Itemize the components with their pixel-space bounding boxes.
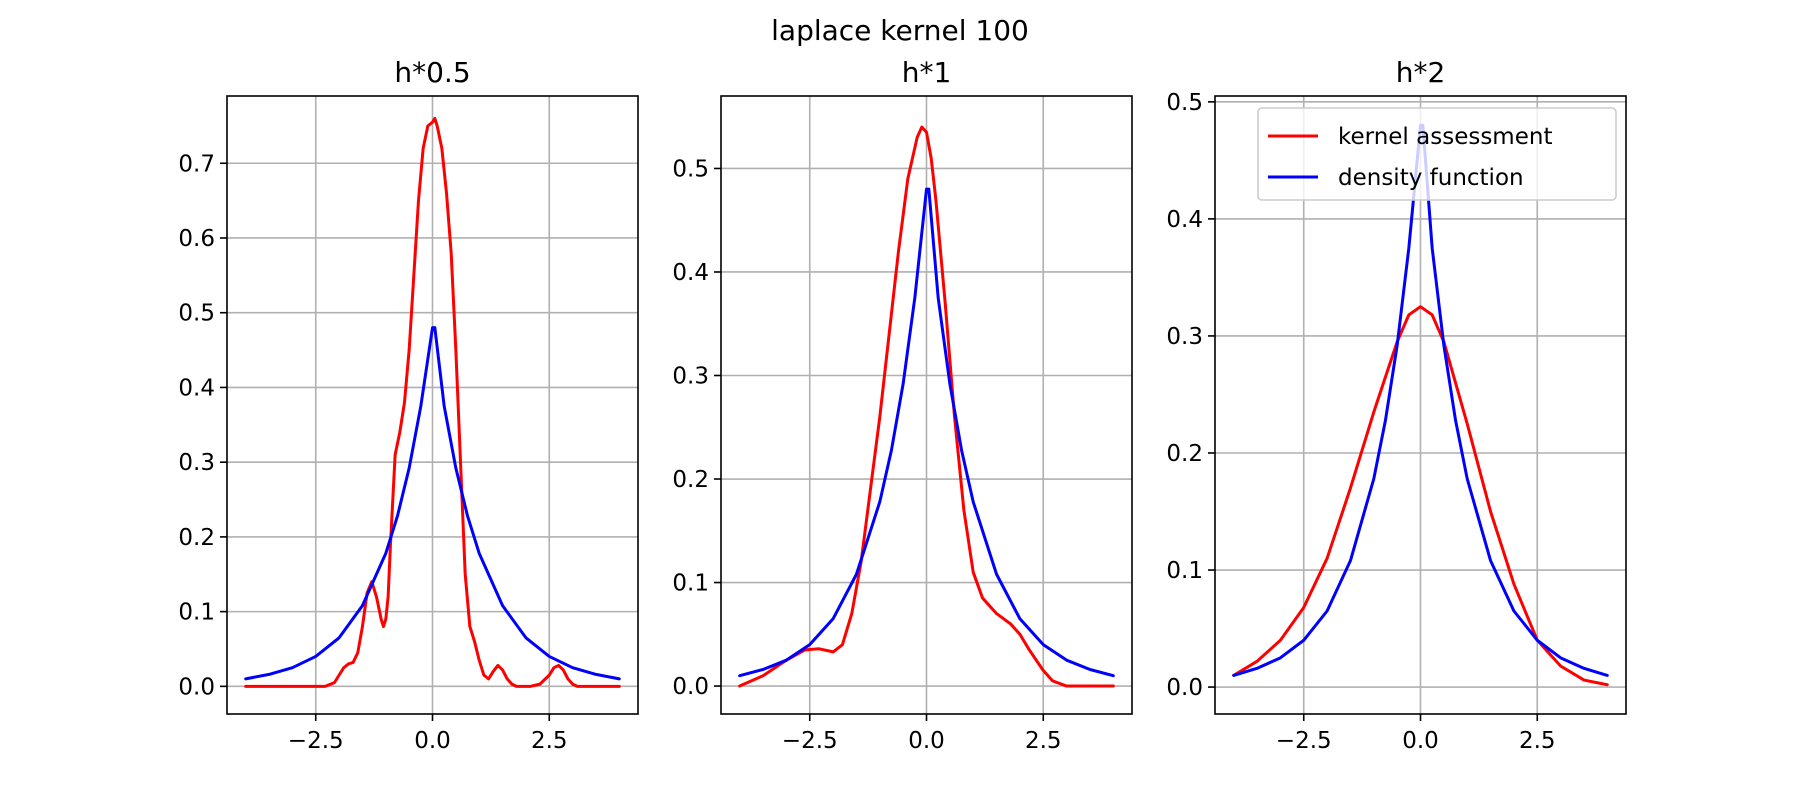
x-tick-label: 0.0: [414, 728, 451, 754]
figure-suptitle: laplace kernel 100: [771, 14, 1029, 47]
y-tick-label: 0.1: [1166, 558, 1203, 584]
density-function-line: [738, 187, 1115, 678]
x-tick-label: −2.5: [782, 728, 838, 754]
y-tick-label: 0.5: [672, 156, 709, 182]
subplot-title: h*1: [902, 56, 952, 89]
x-tick-label: 2.5: [1025, 728, 1062, 754]
subplots: −2.5 0.0 2.50.00.10.20.30.40.50.60.7h*0.5−…: [178, 56, 1627, 754]
legend-label: density function: [1338, 165, 1524, 191]
subplot-2: −2.5 0.0 2.5 0.0 0.1 0.2 0.3 0.4 0.5 h*1: [672, 56, 1133, 754]
y-tick-label: 0.1: [178, 600, 215, 626]
y-tick-label: 0.0: [178, 674, 215, 700]
y-tick-label: 0.6: [178, 226, 215, 252]
y-tick-label: 0.4: [1166, 207, 1203, 233]
subplot-3: −2.5 0.0 2.5 0.0 0.1 0.2 0.3 0.4 0.5 h*2 kernel as…: [1166, 56, 1627, 754]
y-tick-label: 0.1: [672, 571, 709, 597]
subplot-title: h*0.5: [394, 56, 470, 89]
kernel-assessment-line: [738, 125, 1115, 688]
y-tick-label: 0.0: [672, 674, 709, 700]
y-tick-label: 0.0: [1166, 675, 1203, 701]
y-tick-label: 0.4: [672, 260, 709, 286]
y-tick-label: 0.4: [178, 375, 215, 401]
x-tick-label: −2.5: [288, 728, 344, 754]
legend-box: [1257, 107, 1617, 201]
x-tick-label: −2.5: [1276, 728, 1332, 754]
y-tick-label: 0.3: [1166, 324, 1203, 350]
y-tick-label: 0.5: [178, 301, 215, 327]
y-tick-label: 0.2: [178, 525, 215, 551]
legend-label: kernel assessment: [1338, 124, 1552, 150]
x-tick-label: 0.0: [1402, 728, 1439, 754]
y-tick-label: 0.7: [178, 151, 215, 177]
x-tick-label: 0.0: [908, 728, 945, 754]
y-tick-label: 0.2: [672, 467, 709, 493]
subplot-title: h*2: [1396, 56, 1446, 89]
x-tick-label: 2.5: [531, 728, 568, 754]
legend: kernel assessment density function: [1257, 107, 1617, 201]
subplot-1: −2.5 0.0 2.5 0.0 0.1 0.2 0.3 0.4 0.5 0.6 0.7 h*0.5: [178, 56, 639, 754]
density-function-line: [244, 326, 621, 681]
y-tick-label: 0.3: [178, 450, 215, 476]
y-tick-label: 0.3: [672, 363, 709, 389]
y-tick-label: 0.5: [1166, 90, 1203, 116]
x-tick-label: 2.5: [1519, 728, 1556, 754]
y-tick-label: 0.2: [1166, 441, 1203, 467]
